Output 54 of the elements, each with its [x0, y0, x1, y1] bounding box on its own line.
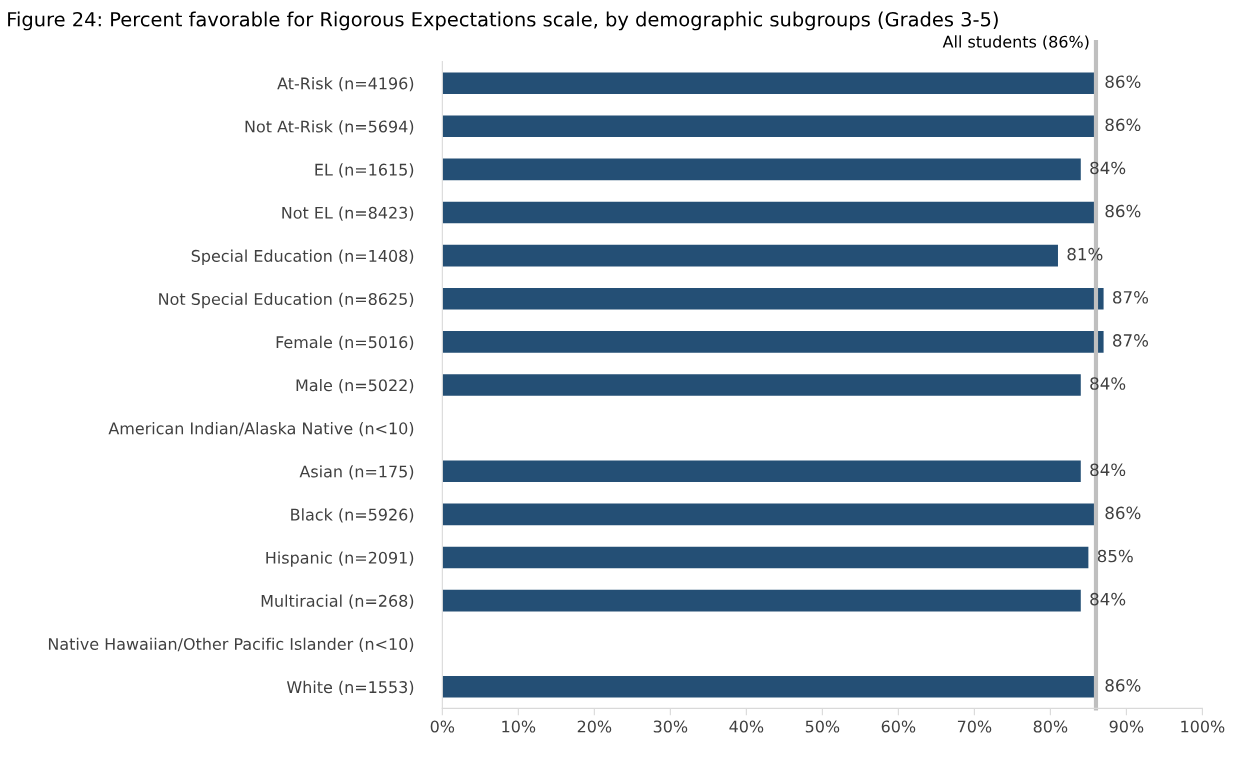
bar: [442, 244, 1058, 267]
data-label: 85%: [1097, 549, 1133, 563]
bar: [442, 331, 1104, 353]
chart-title: Figure 24: Percent favorable for Rigorous Expectations scale, by demographic subgroups (Grades 3-5): [8, 11, 998, 31]
y-tick-label: Not At-Risk (n=5694): [245, 120, 414, 135]
y-tick-label: At-Risk (n=4196): [277, 77, 414, 92]
y-tick-label: Native Hawaiian/Other Pacific Islander (n<10): [48, 637, 414, 652]
data-label: 84%: [1090, 463, 1126, 477]
y-tick-label: White (n=1553): [286, 680, 414, 696]
bar: [442, 460, 1081, 483]
y-tick-label: Hispanic (n=2091): [266, 551, 414, 567]
x-tick-label: 0%: [430, 720, 455, 733]
y-tick-label: Black (n=5926): [291, 508, 414, 523]
x-tick-label: 100%: [1181, 720, 1225, 733]
x-tick-label: 70%: [957, 720, 992, 733]
bar: [442, 546, 1089, 569]
x-tick-label: 30%: [653, 720, 688, 733]
y-tick-label: Asian (n=175): [299, 465, 414, 480]
data-label: 84%: [1090, 161, 1126, 175]
bar: [442, 589, 1081, 612]
data-label: 86%: [1105, 118, 1141, 132]
bar: [442, 72, 1096, 94]
y-tick-label: Female (n=5016): [276, 335, 414, 351]
y-tick-label: Not EL (n=8423): [282, 206, 414, 221]
bar: [442, 503, 1096, 526]
bar: [442, 374, 1081, 396]
x-tick-label: 90%: [1109, 720, 1144, 733]
x-tick-label: 40%: [729, 720, 764, 733]
data-label: 87%: [1113, 334, 1149, 347]
data-label: 84%: [1090, 377, 1126, 390]
bar: [442, 158, 1081, 181]
y-tick-label: Multiracial (n=268): [261, 594, 414, 609]
data-label: 86%: [1105, 506, 1141, 520]
bar: [442, 287, 1104, 310]
y-tick-label: Male (n=5022): [296, 378, 414, 394]
bar: [442, 676, 1096, 698]
x-tick-label: 60%: [881, 720, 916, 733]
data-label: 84%: [1090, 592, 1126, 606]
data-label: 86%: [1105, 75, 1141, 88]
y-tick-label: American Indian/Alaska Native (n<10): [108, 422, 414, 437]
ref-line-label: All students (86%): [942, 35, 1089, 50]
data-label: 86%: [1105, 204, 1141, 218]
bar: [442, 201, 1096, 224]
x-tick-label: 20%: [577, 720, 612, 733]
x-tick-label: 10%: [502, 720, 536, 733]
y-tick-label: EL (n=1615): [315, 163, 414, 178]
x-tick-label: 50%: [805, 720, 840, 733]
data-label: 81%: [1067, 247, 1103, 261]
x-tick-label: 80%: [1033, 720, 1068, 733]
bar: [442, 115, 1096, 138]
y-tick-label: Special Education (n=1408): [191, 249, 414, 266]
data-label: 86%: [1105, 679, 1141, 692]
data-label: 87%: [1113, 290, 1149, 304]
y-tick-label: Not Special Education (n=8625): [159, 292, 414, 309]
